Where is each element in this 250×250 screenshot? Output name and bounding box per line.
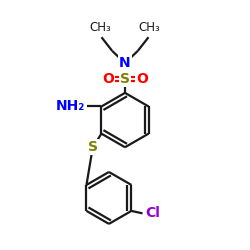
Text: S: S bbox=[88, 140, 98, 154]
Text: Cl: Cl bbox=[146, 206, 160, 220]
Text: O: O bbox=[102, 72, 114, 86]
Text: NH₂: NH₂ bbox=[56, 100, 85, 114]
Text: S: S bbox=[120, 72, 130, 86]
Text: CH₃: CH₃ bbox=[139, 21, 160, 34]
Text: O: O bbox=[136, 72, 148, 86]
Text: N: N bbox=[119, 56, 131, 70]
Text: CH₃: CH₃ bbox=[90, 21, 111, 34]
